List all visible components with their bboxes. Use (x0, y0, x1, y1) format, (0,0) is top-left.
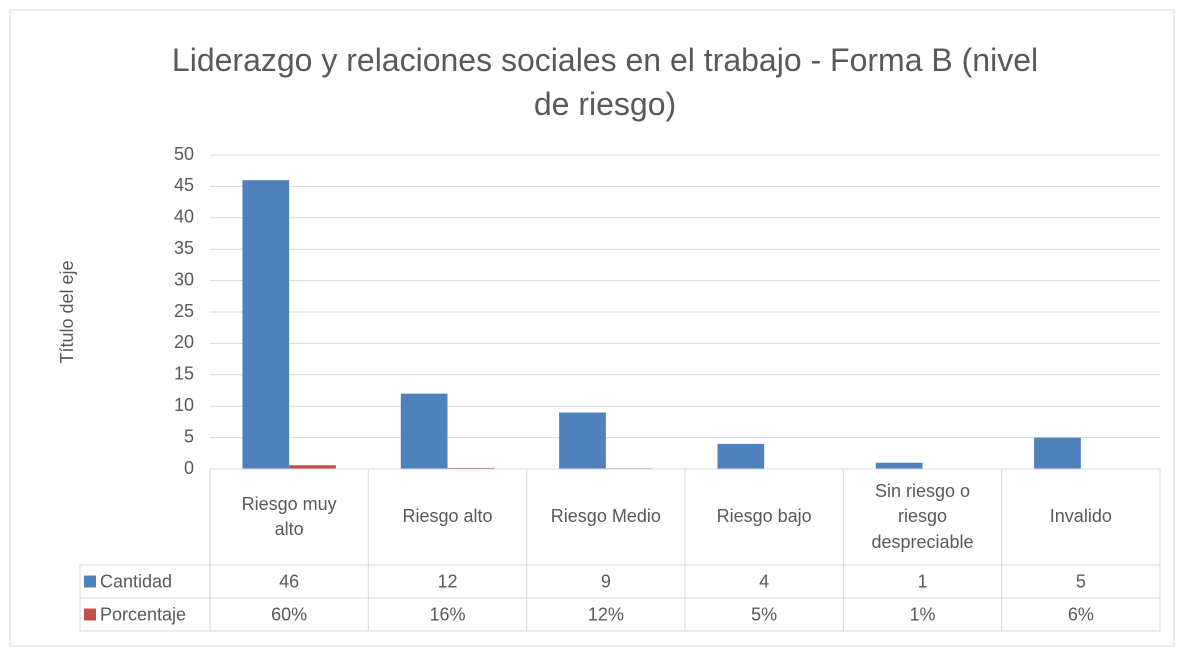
table-value: 9 (601, 571, 611, 591)
y-axis-title: Título del eje (57, 260, 77, 363)
category-label: Riesgo bajo (716, 506, 812, 527)
chart-title: Liderazgo y relaciones sociales en el tr… (171, 42, 1039, 122)
y-tick-label: 15 (174, 364, 194, 384)
table-value: 1% (909, 604, 935, 624)
category-label: Sin riesgo o riesgo despreciable (871, 481, 974, 552)
y-tick-label: 35 (174, 238, 194, 258)
table-value: 12% (588, 604, 624, 624)
bar (289, 465, 336, 469)
bar (400, 393, 448, 469)
legend-key (84, 575, 96, 588)
table-value: 5 (1076, 571, 1086, 591)
y-tick-label: 30 (174, 269, 194, 289)
y-tick-label: 5 (184, 426, 194, 446)
y-tick-label: 50 (174, 144, 194, 164)
table-value: 6% (1068, 604, 1094, 624)
bar (447, 467, 495, 469)
bar (717, 443, 765, 469)
table-value: 5% (751, 604, 777, 624)
bar (242, 180, 290, 469)
y-tick-label: 45 (174, 175, 194, 195)
y-tick-label: 0 (184, 458, 194, 478)
category-label: Riesgo Medio (550, 506, 661, 527)
bar (875, 462, 923, 469)
chart-border (9, 9, 1175, 647)
table-value: 12 (437, 571, 457, 591)
category-label: Riesgo muy alto (241, 493, 337, 539)
y-tick-label: 25 (174, 301, 194, 321)
table-value: 16% (429, 604, 465, 624)
legend-key (84, 608, 96, 621)
y-tick-label: 40 (174, 207, 194, 227)
table-value: 46 (279, 571, 299, 591)
legend-label: Cantidad (100, 571, 172, 591)
table-value: 60% (271, 604, 307, 624)
category-label: Riesgo alto (402, 506, 493, 527)
legend-label: Porcentaje (100, 604, 186, 624)
category-label: Invalido (1049, 506, 1112, 527)
bar (1034, 437, 1081, 469)
y-tick-label: 10 (174, 395, 194, 415)
table-value: 4 (759, 571, 769, 591)
table-value: 1 (917, 571, 927, 591)
bar (559, 412, 606, 469)
y-tick-label: 20 (174, 332, 194, 352)
